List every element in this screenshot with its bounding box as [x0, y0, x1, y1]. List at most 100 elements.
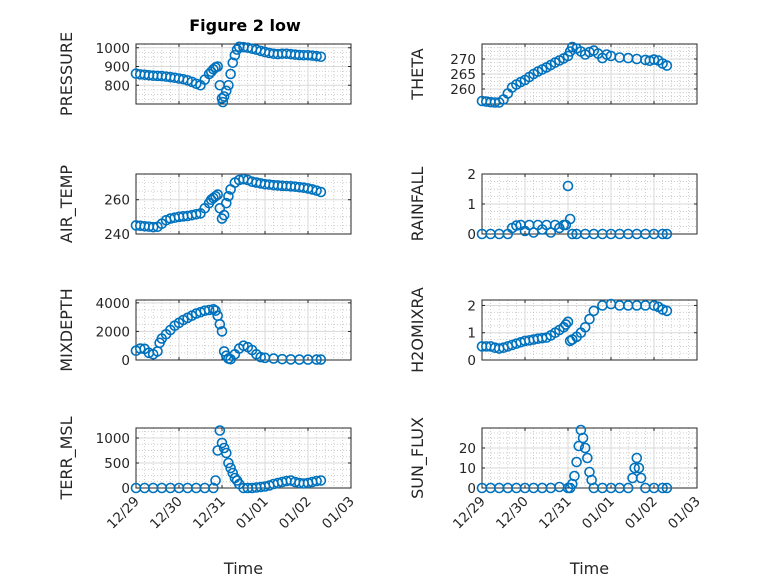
y-tick-label: 900: [104, 60, 130, 76]
data-point: [255, 351, 267, 363]
series-markers: [476, 298, 673, 354]
data-point: [214, 425, 226, 436]
data-point: [657, 228, 668, 240]
series-markers: [130, 41, 327, 108]
data-point: [225, 68, 236, 80]
y-tick-label: 10: [459, 461, 476, 477]
series-markers: [130, 303, 327, 365]
data-point: [210, 305, 221, 317]
axes-box: [481, 299, 698, 361]
y-tick-label: 0: [121, 481, 130, 497]
data-point: [190, 208, 202, 220]
data-point: [218, 209, 230, 221]
data-point: [212, 61, 223, 72]
data-point: [635, 472, 647, 484]
series-markers: [476, 41, 673, 108]
data-point: [661, 482, 673, 494]
data-point: [560, 319, 572, 330]
data-point: [311, 354, 322, 365]
data-point: [562, 316, 574, 328]
data-point: [564, 213, 576, 225]
series-markers: [130, 173, 327, 233]
data-point: [311, 185, 322, 196]
y-tick-label: 2: [467, 167, 476, 183]
data-point: [661, 228, 673, 240]
data-point: [622, 482, 634, 494]
data-point: [577, 432, 589, 444]
y-tick-label: 240: [104, 227, 130, 243]
data-point: [225, 462, 236, 474]
y-tick-label: 1: [467, 326, 476, 342]
data-point: [223, 190, 234, 202]
y-tick-label: 260: [450, 82, 476, 98]
y-axis-label: RAINFALL: [408, 167, 427, 242]
data-point: [210, 475, 221, 486]
data-point: [573, 440, 585, 452]
y-tick-label: 0: [467, 481, 476, 497]
data-point: [648, 54, 660, 65]
y-axis-label: SUN_FLUX: [408, 417, 428, 499]
y-tick-label: 260: [104, 193, 130, 209]
subplot-rainfall: 0 1 2 RAINFALL: [408, 167, 698, 243]
data-point: [511, 220, 522, 231]
data-point: [588, 305, 600, 317]
plot-area: [482, 428, 697, 488]
subplot-pressure: 800 900 1000 PRESSURE: [57, 32, 352, 116]
series-markers: [476, 180, 673, 240]
y-tick-label: 2000: [96, 324, 130, 340]
y-tick-label: 1: [467, 197, 476, 213]
y-tick-label: 0: [467, 227, 476, 243]
data-point: [311, 475, 322, 487]
y-tick-label: 0: [121, 353, 130, 369]
data-point: [212, 189, 223, 200]
data-point: [203, 304, 215, 316]
data-point: [216, 437, 228, 449]
data-point: [569, 470, 580, 482]
data-point: [221, 85, 232, 97]
data-point: [216, 326, 228, 337]
data-point: [661, 60, 673, 71]
data-point: [218, 442, 230, 454]
y-axis-label: AIR_TEMP: [57, 165, 77, 243]
data-point: [315, 475, 327, 486]
x-axis-label: Time: [223, 559, 263, 578]
data-point: [584, 313, 595, 325]
y-axis-label: THETA: [408, 48, 427, 100]
data-point: [633, 462, 645, 474]
data-point: [579, 321, 591, 333]
subplot-air-temp: 240 260 AIR_TEMP: [57, 165, 352, 243]
y-tick-label: 4000: [96, 296, 130, 312]
data-point: [223, 457, 234, 469]
subplot-mixdepth: 0 2000 4000 MIXDEPTH: [57, 288, 352, 372]
data-point: [208, 482, 219, 494]
data-point: [629, 462, 640, 474]
y-axis-label: MIXDEPTH: [57, 288, 76, 371]
y-axis-label: TERR_MSL: [57, 416, 77, 500]
data-point: [315, 51, 327, 63]
data-point: [217, 96, 229, 108]
y-tick-label: 2: [467, 298, 476, 314]
y-tick-label: 20: [459, 441, 476, 457]
data-point: [227, 57, 239, 69]
series-markers: [476, 424, 673, 494]
data-point: [229, 49, 241, 61]
y-tick-label: 265: [450, 67, 476, 83]
data-point: [315, 354, 327, 365]
data-point: [311, 50, 322, 62]
y-axis-label: H2OMIXRA: [408, 287, 427, 373]
data-point: [221, 447, 232, 459]
data-point: [135, 343, 146, 354]
y-tick-label: 270: [450, 52, 476, 68]
data-point: [231, 44, 243, 55]
data-point: [579, 442, 591, 454]
data-point: [223, 79, 234, 91]
data-point: [221, 197, 232, 209]
data-point: [657, 482, 668, 494]
y-axis-label: PRESSURE: [57, 32, 76, 116]
data-point: [218, 91, 230, 102]
y-tick-label: 800: [104, 78, 130, 94]
data-point: [562, 180, 574, 192]
y-tick-label: 1000: [96, 431, 130, 447]
data-point: [566, 228, 578, 240]
